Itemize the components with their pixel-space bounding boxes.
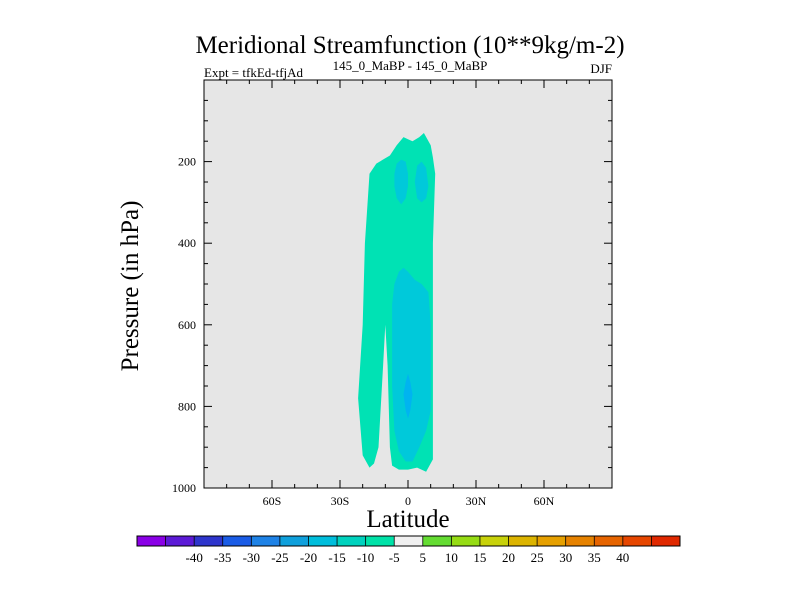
colorbar-label: -30 (243, 550, 260, 565)
colorbar-box (394, 536, 424, 546)
colorbar-label: 20 (502, 550, 515, 565)
colorbar-box (422, 536, 452, 546)
colorbar-box (479, 536, 509, 546)
colorbar-label: -5 (389, 550, 400, 565)
x-tick-label: 30S (331, 494, 350, 508)
colorbar-label: -10 (357, 550, 374, 565)
contour-region-5 (403, 373, 413, 419)
colorbar-label: -40 (186, 550, 203, 565)
colorbar-box (194, 536, 224, 546)
colorbar-label: 5 (420, 550, 427, 565)
plot-area: 60S 30S 0 30N 60N 200 400 600 800 1000 (172, 79, 613, 508)
colorbar-label: -25 (271, 550, 288, 565)
y-tick-label: 800 (178, 399, 196, 413)
colorbar-box (594, 536, 624, 546)
colorbar-label: 35 (588, 550, 601, 565)
colorbar-box (222, 536, 252, 546)
contour-region-2 (394, 159, 408, 205)
colorbar-box (651, 536, 681, 546)
colorbar-box (308, 536, 338, 546)
colorbar-label: 25 (531, 550, 544, 565)
y-tick-label: 200 (178, 155, 196, 169)
season-label: DJF (590, 61, 612, 76)
colorbar-box (537, 536, 566, 546)
experiment-label: Expt = tfkEd-tfjAd (204, 65, 304, 80)
colorbar-box (279, 536, 309, 546)
x-tick-label: 60N (534, 494, 555, 508)
chart-title: Meridional Streamfunction (10**9kg/m-2) (195, 32, 624, 59)
y-tick-label: 600 (178, 318, 196, 332)
y-axis-label: Pressure (in hPa) (117, 201, 144, 372)
colorbar-label: -15 (328, 550, 345, 565)
colorbar-box (622, 536, 652, 546)
axis-ticks: 60S 30S 0 30N 60N 200 400 600 800 1000 (172, 80, 612, 508)
contour-region-4 (392, 267, 431, 462)
y-tick-label: 1000 (172, 481, 196, 495)
colorbar-label: 10 (445, 550, 458, 565)
colorbar-label: 40 (616, 550, 629, 565)
colorbar-box (137, 536, 166, 546)
colorbar-box (251, 536, 281, 546)
x-tick-label: 60S (263, 494, 282, 508)
colorbar-label: -35 (214, 550, 231, 565)
colorbar-label: 30 (559, 550, 572, 565)
colorbar-box (451, 536, 481, 546)
x-tick-label: 0 (405, 494, 411, 508)
colorbar-label: 15 (473, 550, 486, 565)
colorbar-box (165, 536, 195, 546)
colorbar-box (337, 536, 366, 546)
colorbar-box (508, 536, 538, 546)
colorbar-label: -20 (300, 550, 317, 565)
colorbar-frame (136, 535, 681, 547)
x-tick-label: 30N (466, 494, 487, 508)
y-tick-label: 400 (178, 236, 196, 250)
colorbar-box (365, 536, 395, 546)
colorbar: -40 -35 -30 -25 -20 -15 -10 -5 5 10 15 20 25 30 35 40 (136, 535, 681, 565)
colorbar-box (565, 536, 595, 546)
contour-region-3 (414, 161, 429, 203)
x-axis-label: Latitude (366, 506, 449, 533)
contour-regions (358, 133, 436, 472)
period-label: 145_0_MaBP - 145_0_MaBP (333, 58, 488, 73)
